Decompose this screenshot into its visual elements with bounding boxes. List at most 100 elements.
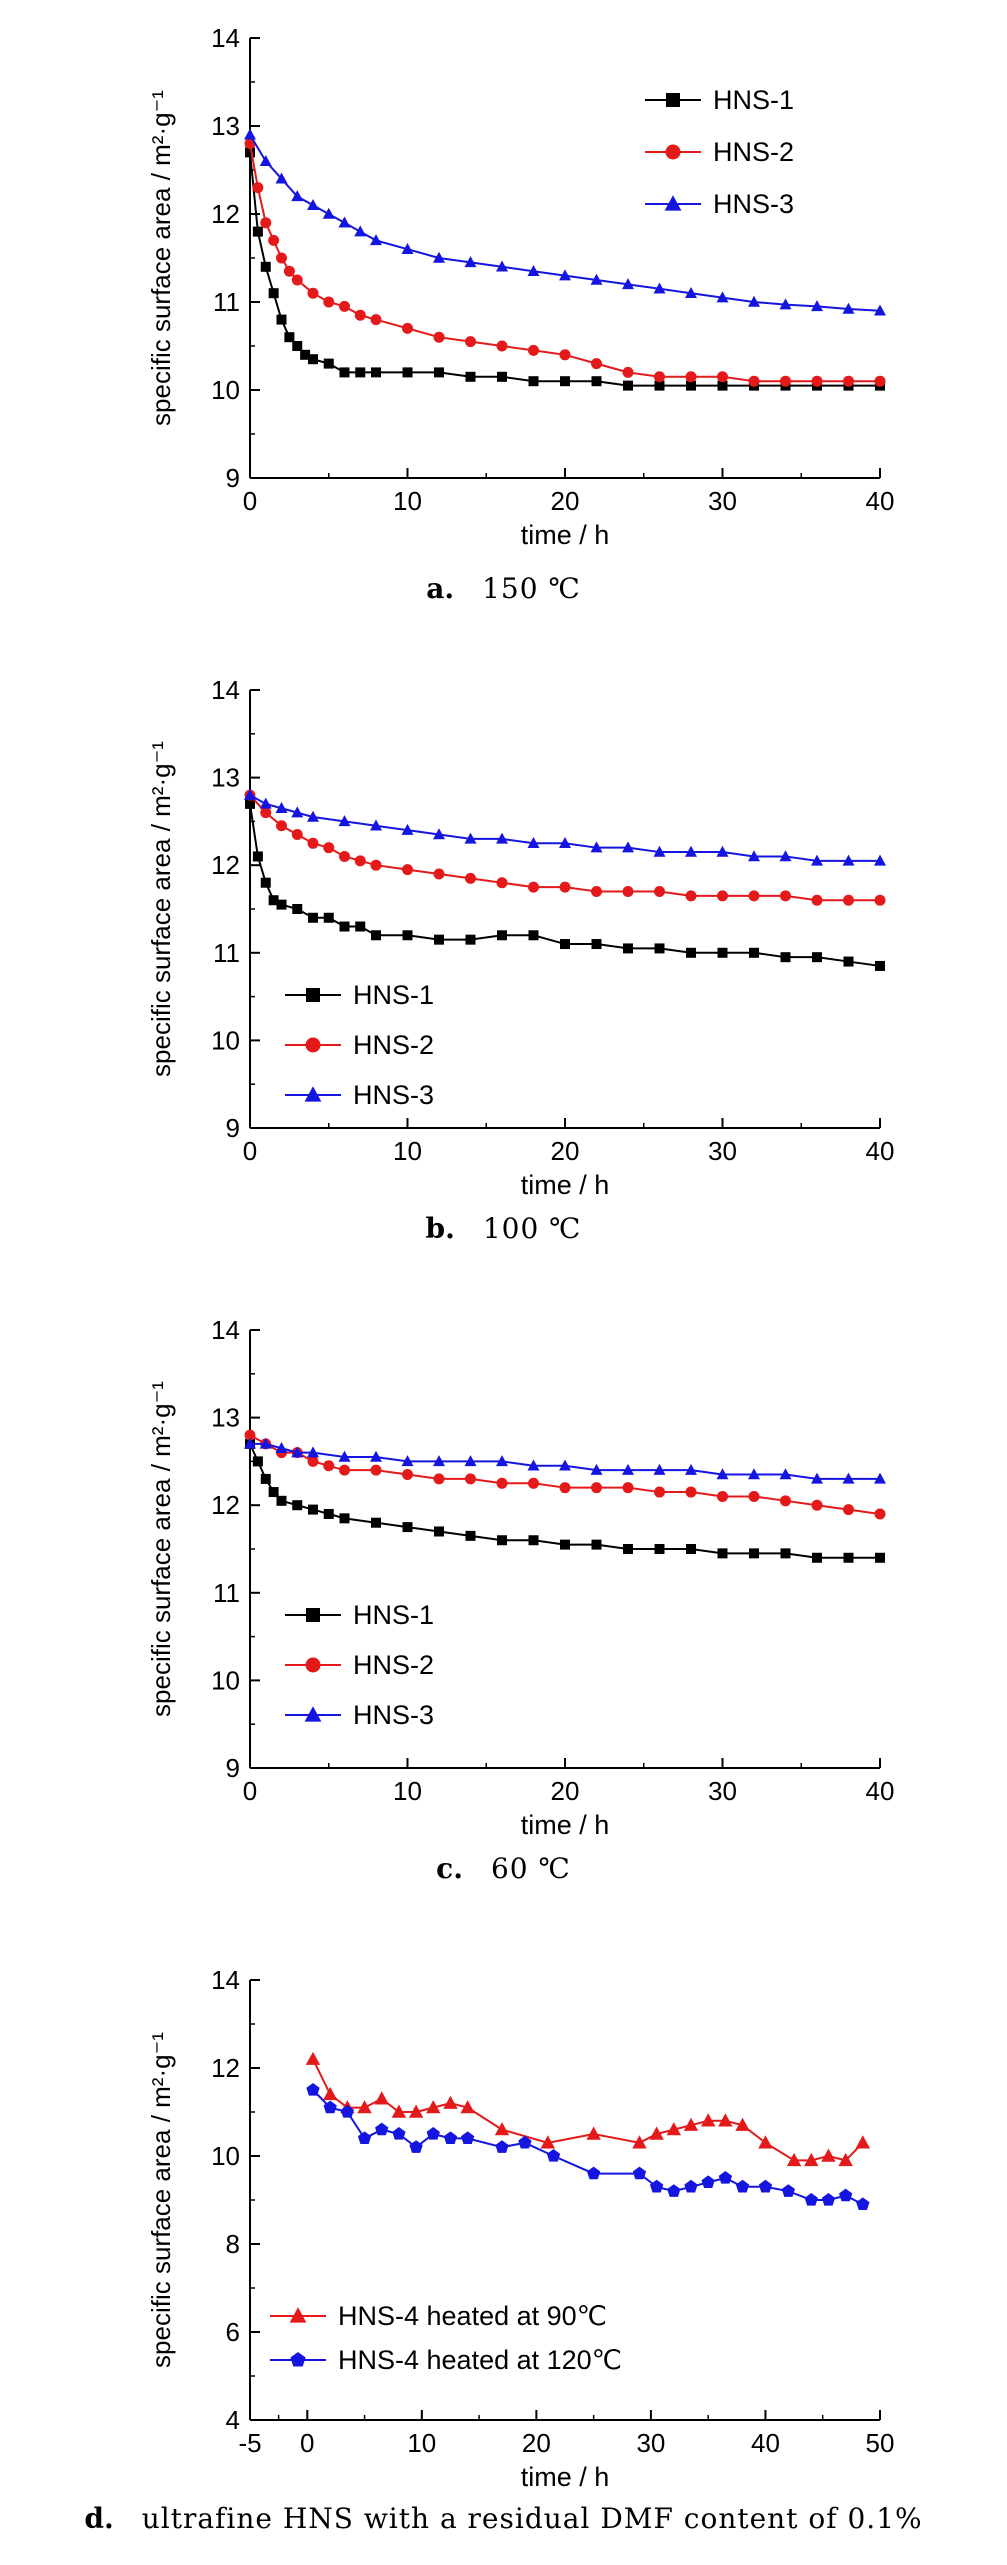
- data-point: [464, 1455, 477, 1467]
- data-point: [259, 797, 272, 809]
- data-point: [443, 2095, 458, 2109]
- y-axis-label: specific surface area / m²·g⁻¹: [146, 2032, 176, 2368]
- y-tick-label: 12: [211, 199, 240, 229]
- data-point: [559, 837, 571, 849]
- data-point: [622, 1482, 634, 1494]
- series-1: [305, 2051, 871, 2167]
- data-point: [433, 868, 445, 880]
- caption-d-text: ultrafine HNS with a residual DMF conten…: [141, 2502, 923, 2535]
- x-tick-label: 20: [551, 1776, 580, 1806]
- chart-c: 9 10 11 12 13 14 0 10 20 30 40 time / h specific sur…: [146, 1315, 895, 1840]
- data-point: [338, 1450, 351, 1462]
- data-point: [323, 1460, 335, 1472]
- y-tick-label: 12: [211, 2053, 240, 2083]
- data-point: [252, 226, 263, 237]
- data-point: [811, 1472, 823, 1484]
- y-tick-label: 10: [211, 1025, 240, 1055]
- data-point: [323, 842, 335, 854]
- data-point: [245, 147, 255, 158]
- data-point: [268, 895, 279, 906]
- data-point: [497, 371, 507, 382]
- data-point: [464, 832, 477, 844]
- data-point: [496, 340, 508, 352]
- x-tick-label: 30: [708, 1136, 737, 1166]
- data-point: [322, 207, 335, 219]
- data-point: [402, 1469, 413, 1481]
- data-point: [339, 367, 350, 378]
- data-point: [838, 2152, 853, 2167]
- data-point: [811, 894, 823, 906]
- series-line: [249, 143, 880, 383]
- legend-marker: [304, 1086, 322, 1102]
- x-tick-label: 30: [708, 1776, 737, 1806]
- data-point: [590, 841, 603, 853]
- data-point: [371, 1517, 381, 1528]
- data-point: [780, 890, 791, 902]
- series-line: [312, 2089, 864, 2206]
- data-point: [307, 837, 319, 849]
- y-tick-label: 4: [226, 2405, 240, 2435]
- data-point: [874, 1508, 886, 1520]
- data-point: [717, 947, 728, 958]
- data-point: [260, 261, 271, 272]
- data-point: [292, 1500, 303, 1511]
- data-point: [339, 850, 350, 862]
- data-point: [496, 877, 508, 889]
- series-2: [244, 1429, 886, 1520]
- data-point: [370, 234, 382, 246]
- data-point: [460, 2131, 475, 2145]
- panel-c: 9 10 11 12 13 14 0 10 20 30 40 time / h specific sur…: [0, 1280, 1007, 1840]
- x-axis-label: time / h: [521, 1810, 610, 1840]
- data-point: [842, 854, 855, 866]
- data-point: [307, 810, 319, 822]
- x-tick-label: 0: [300, 2428, 314, 2458]
- data-point: [370, 859, 382, 871]
- x-tick-label: 40: [866, 1776, 895, 1806]
- legend-label: HNS-1: [713, 85, 794, 115]
- data-point: [716, 845, 729, 857]
- data-point: [433, 251, 445, 263]
- y-tick-label: 14: [211, 1315, 240, 1345]
- data-point: [590, 273, 603, 285]
- data-point: [622, 366, 634, 378]
- data-point: [623, 943, 633, 954]
- legend-marker: [664, 195, 682, 211]
- data-point: [874, 1472, 886, 1484]
- data-point: [560, 1539, 570, 1550]
- data-point: [402, 930, 413, 941]
- series-3: [244, 1437, 886, 1484]
- data-point: [276, 899, 287, 910]
- data-point: [401, 823, 414, 835]
- data-point: [307, 1455, 319, 1467]
- data-point: [375, 2122, 389, 2136]
- data-point: [559, 1482, 571, 1494]
- data-point: [586, 2166, 601, 2180]
- data-point: [528, 376, 539, 387]
- data-point: [779, 1468, 792, 1480]
- legend-marker: [666, 93, 680, 107]
- data-point: [735, 2179, 750, 2193]
- data-point: [252, 182, 264, 194]
- data-point: [683, 2117, 699, 2131]
- data-point: [623, 1544, 633, 1554]
- y-axis-label: specific surface area / m²·g⁻¹: [146, 741, 176, 1077]
- data-point: [685, 1463, 697, 1475]
- data-point: [496, 260, 508, 272]
- data-point: [559, 1459, 571, 1471]
- data-point: [496, 1477, 508, 1489]
- data-point: [667, 2184, 681, 2197]
- data-point: [323, 2100, 337, 2114]
- data-point: [465, 336, 476, 348]
- legend-marker: [665, 144, 681, 160]
- x-tick-label: 10: [393, 486, 422, 516]
- data-point: [244, 1437, 256, 1449]
- series-3: [244, 128, 886, 316]
- data-point: [717, 1490, 728, 1502]
- data-point: [685, 890, 697, 902]
- data-point: [306, 2083, 320, 2096]
- data-point: [843, 375, 854, 387]
- data-point: [497, 1535, 507, 1546]
- data-point: [717, 371, 728, 383]
- data-point: [300, 349, 311, 360]
- data-point: [686, 380, 696, 391]
